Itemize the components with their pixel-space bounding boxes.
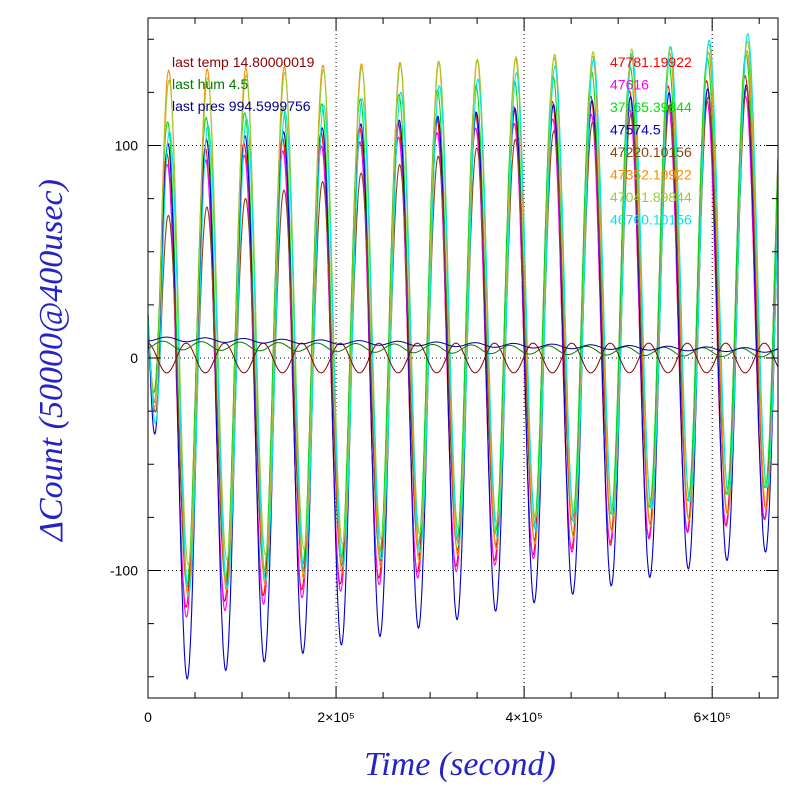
x-tick-label: 4×10⁵ bbox=[505, 709, 542, 725]
y-tick-label: 100 bbox=[115, 138, 139, 154]
legend: 47781.19922 47616 37165.39844 47574.5 47220.… bbox=[610, 54, 692, 228]
legend-entry: 47041.89844 bbox=[610, 189, 692, 205]
legend-entry: 37165.39844 bbox=[610, 99, 692, 115]
ambient-line bbox=[147, 342, 779, 374]
y-tick-label: 0 bbox=[130, 350, 138, 366]
annotation-text: last hum 4.5 bbox=[172, 76, 248, 92]
x-tick-label: 0 bbox=[144, 709, 152, 725]
y-axis-title: ΔCount (50000@400usec) bbox=[33, 179, 70, 543]
legend-entry: 46760.10156 bbox=[610, 212, 692, 228]
legend-entry: 47574.5 bbox=[610, 122, 661, 138]
x-tick-label: 2×10⁵ bbox=[317, 709, 354, 725]
ticks: 0 2×10⁵ 4×10⁵ 6×10⁵ -100 0 100 bbox=[110, 18, 778, 725]
legend-entry: 47616 bbox=[610, 77, 649, 93]
legend-entry: 47352.19922 bbox=[610, 167, 692, 183]
ambient-line bbox=[148, 336, 779, 353]
x-tick-label: 6×10⁵ bbox=[694, 709, 731, 725]
annotation-text: last temp 14.80000019 bbox=[172, 54, 315, 70]
legend-entry: 47781.19922 bbox=[610, 54, 692, 70]
y-tick-label: -100 bbox=[110, 563, 138, 579]
series-line bbox=[147, 53, 779, 587]
ambient-line bbox=[147, 340, 779, 358]
annotations-left: last temp 14.80000019 last hum 4.5 last pr… bbox=[172, 54, 315, 114]
annotation-text: last pres 994.5999756 bbox=[172, 98, 311, 114]
ambient-layer bbox=[147, 336, 779, 374]
legend-entry: 47220.10156 bbox=[610, 144, 692, 160]
series-line bbox=[147, 33, 779, 596]
x-axis-title: Time (second) bbox=[364, 746, 556, 783]
